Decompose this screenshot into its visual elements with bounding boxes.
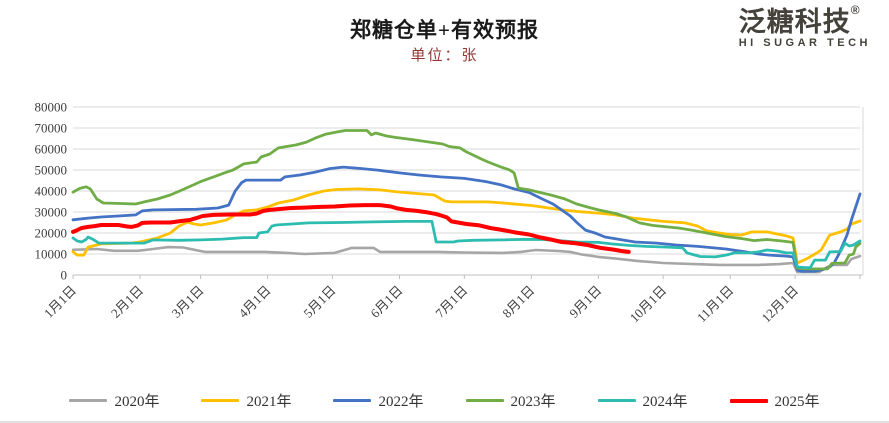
legend-label: 2024年 (642, 394, 688, 410)
legend-label: 2023年 (510, 394, 556, 410)
y-axis-tick-label: 40000 (35, 184, 68, 199)
legend-swatch (69, 399, 108, 402)
legend-swatch (333, 399, 372, 402)
legend-item-2023年: 2023年 (465, 390, 556, 411)
series-line-2021年 (71, 187, 862, 265)
x-axis-tick-label: 4月1日 (236, 283, 274, 321)
legend-label: 2025年 (774, 394, 820, 410)
x-axis-tick-label: 9月1日 (566, 283, 604, 321)
x-axis-tick-label: 10月1日 (627, 283, 670, 326)
legend-item-2024年: 2024年 (597, 390, 688, 411)
legend-item-2025年: 2025年 (729, 390, 820, 411)
y-axis-tick-label: 50000 (35, 163, 68, 178)
y-axis-tick-label: 80000 (35, 100, 68, 115)
y-axis-tick-label: 0 (61, 268, 68, 283)
chart-title: 郑糖仓单+有效预报 (350, 18, 539, 42)
legend-swatch (597, 399, 636, 402)
registered-trademark-icon: ® (850, 3, 861, 17)
y-axis-tick-label: 60000 (35, 142, 68, 157)
series-line-2024年 (71, 219, 862, 270)
legend-label: 2021年 (246, 394, 292, 410)
legend-item-2022年: 2022年 (333, 390, 424, 411)
x-axis-tick-label: 8月1日 (499, 283, 537, 321)
brand-logo: 泛糖科技® HI SUGAR TECH (738, 3, 871, 50)
y-axis-tick-label: 20000 (35, 226, 68, 241)
legend-label: 2022年 (378, 394, 424, 410)
x-axis-tick-label: 7月1日 (432, 283, 470, 321)
y-axis-tick-label: 30000 (35, 205, 68, 220)
x-axis-tick-label: 1月1日 (41, 283, 79, 321)
x-axis-tick-label: 6月1日 (367, 283, 405, 321)
y-axis-tick-label: 70000 (35, 121, 68, 136)
legend-item-2021年: 2021年 (201, 390, 291, 411)
legend-swatch (201, 399, 240, 402)
x-axis-tick-label: 12月1日 (758, 283, 801, 326)
brand-logo-cn: 泛糖科技® (738, 3, 861, 37)
series-line-2023年 (71, 129, 862, 271)
x-axis-tick-label: 11月1日 (694, 283, 736, 325)
legend-swatch (729, 398, 768, 403)
x-axis-tick-label: 5月1日 (300, 283, 338, 321)
legend-label: 2020年 (114, 394, 160, 410)
chart-unit-label: 单位：张 (410, 48, 479, 64)
x-axis-tick-label: 2月1日 (108, 283, 146, 321)
chart-legend: 2020年 2021年 2022年 2023年 2024年 2025年 (0, 390, 889, 411)
series-line-2022年 (71, 165, 862, 273)
brand-logo-tagline: HI SUGAR TECH (738, 37, 871, 50)
legend-swatch (465, 399, 504, 402)
x-axis-tick-label: 3月1日 (168, 283, 206, 321)
y-axis-tick-label: 10000 (35, 247, 68, 262)
legend-item-2020年: 2020年 (69, 390, 159, 411)
series-line-2025年 (71, 203, 631, 254)
